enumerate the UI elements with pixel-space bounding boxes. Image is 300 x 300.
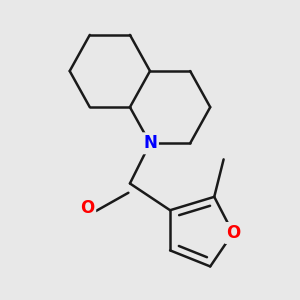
Text: O: O: [226, 224, 240, 242]
Text: N: N: [143, 134, 157, 152]
Text: O: O: [80, 199, 94, 217]
